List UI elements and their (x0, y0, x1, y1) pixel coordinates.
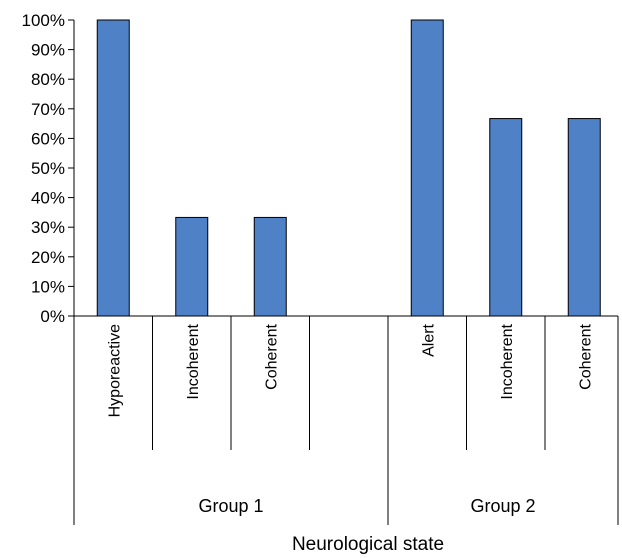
y-tick-label: 40% (31, 189, 65, 208)
x-category-label: Incoherent (185, 323, 202, 399)
y-tick-label: 50% (31, 159, 65, 178)
y-tick-label: 10% (31, 277, 65, 296)
y-tick-label: 70% (31, 100, 65, 119)
bar (96, 19, 130, 317)
bar (410, 19, 444, 317)
bar (567, 118, 601, 317)
bar (253, 216, 287, 317)
y-tick-label: 30% (31, 218, 65, 237)
x-category-label: Coherent (263, 323, 280, 389)
x-axis-title: Neurological state (292, 534, 444, 555)
y-tick-label: 80% (31, 70, 65, 89)
x-category-label: Hyporeactive (106, 324, 123, 417)
y-tick-label: 100% (22, 11, 65, 30)
y-tick-label: 20% (31, 248, 65, 267)
bar (489, 118, 523, 317)
y-tick-label: 60% (31, 129, 65, 148)
x-category-label: Coherent (577, 323, 594, 389)
group-label: Group 2 (470, 496, 535, 516)
bars (96, 19, 601, 317)
group-label: Group 1 (198, 496, 263, 516)
x-category-label: Incoherent (499, 323, 516, 399)
x-axis: Hyporeactive Incoherent Coherent Group 1 Ale… (73, 315, 619, 525)
bar (175, 216, 209, 317)
y-tick-label: 0% (40, 307, 65, 326)
y-tick-label: 90% (31, 41, 65, 60)
x-category-label: Alert (420, 323, 437, 356)
y-axis: 0% 10% 20% 30% 40% 50% 60% 70% 80% 90% 100% (22, 11, 75, 326)
